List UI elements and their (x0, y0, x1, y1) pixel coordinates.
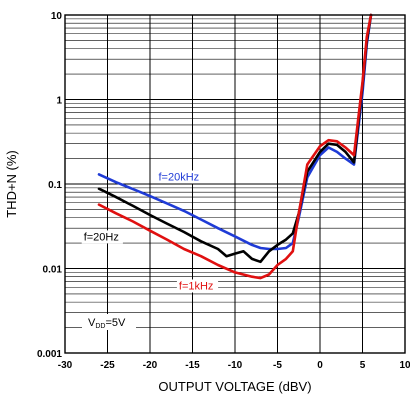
x-tick-label: 0 (317, 360, 323, 371)
x-tick-label: 10 (399, 360, 410, 371)
series-labels: f=20kHz f=20Hz f=1kHz (81, 170, 219, 293)
y-tick-label: 0.1 (48, 180, 62, 191)
x-axis-title: OUTPUT VOLTAGE (dBV) (158, 379, 311, 394)
y-tick-label: 0.001 (37, 349, 62, 360)
vdd-rest: =5V (105, 317, 126, 329)
vdd-annotation-bg (82, 314, 136, 330)
x-tick-label: -25 (100, 360, 115, 371)
x-tick-label: 5 (360, 360, 366, 371)
series-lines (97, 13, 373, 280)
vdd-main: V (88, 317, 96, 329)
x-tick-label: -5 (273, 360, 282, 371)
series-label-bg (81, 230, 123, 244)
series-line-1 (97, 13, 373, 264)
y-axis-title: THD+N (%) (4, 150, 19, 218)
y-tick-label: 10 (51, 11, 63, 22)
x-tick-label: -20 (143, 360, 158, 371)
series-line-0 (97, 13, 373, 251)
y-tick-label: 0.01 (43, 265, 63, 276)
y-tick-label: 1 (56, 96, 62, 107)
series-line-2 (97, 13, 373, 280)
x-tick-label: -10 (228, 360, 243, 371)
y-tick-labels: 0.001 0.01 0.1 1 10 (37, 11, 62, 360)
vdd-annotation: VDD=5V (82, 314, 136, 330)
x-tick-label: -15 (185, 360, 200, 371)
series-label: f=1kHz (179, 280, 214, 292)
vdd-sub: DD (95, 323, 105, 330)
series-label: f=20Hz (84, 231, 119, 243)
x-tick-labels: -30 -25 -20 -15 -10 -5 0 5 10 (58, 360, 410, 371)
series-label-bg (156, 170, 204, 184)
x-tick-label: -30 (58, 360, 73, 371)
plot-frame (64, 14, 406, 354)
series-label-bg (176, 279, 219, 293)
vdd-annotation-text: VDD=5V (88, 317, 126, 330)
series-label: f=20kHz (159, 172, 200, 184)
